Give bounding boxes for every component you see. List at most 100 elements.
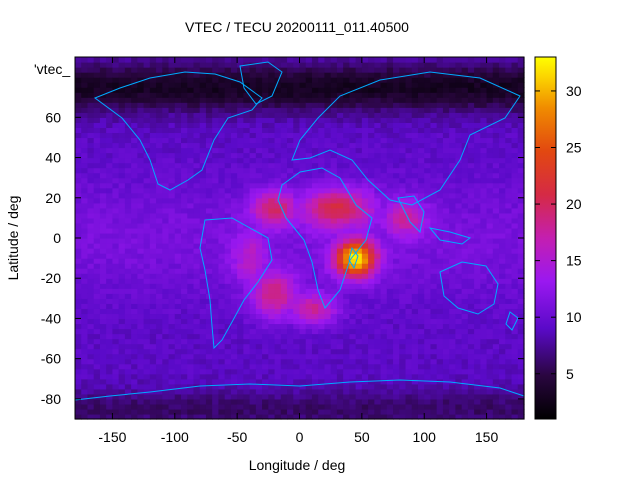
heatmap-cell	[174, 172, 182, 179]
heatmap-cell	[368, 408, 375, 415]
heatmap-cell	[349, 87, 357, 93]
heatmap-cell	[461, 398, 469, 405]
heatmap-cell	[436, 217, 444, 224]
heatmap-cell	[424, 82, 432, 88]
heatmap-cell	[124, 348, 132, 355]
heatmap-cell	[268, 348, 276, 355]
heatmap-cell	[118, 97, 126, 103]
heatmap-cell	[174, 318, 182, 325]
heatmap-cell	[218, 72, 226, 78]
heatmap-cell	[118, 253, 126, 259]
heatmap-cell	[112, 82, 120, 88]
heatmap-cell	[411, 358, 419, 365]
heatmap-cell	[492, 122, 500, 128]
heatmap-cell	[106, 368, 114, 375]
heatmap-cell	[199, 122, 207, 128]
heatmap-cell	[237, 212, 244, 219]
heatmap-cell	[461, 192, 469, 199]
heatmap-cell	[399, 368, 407, 375]
heatmap-cell	[131, 207, 138, 214]
heatmap-cell	[137, 122, 145, 128]
heatmap-cell	[311, 298, 319, 304]
heatmap-cell	[336, 393, 344, 400]
heatmap-cell	[355, 338, 363, 345]
heatmap-cell	[293, 177, 301, 184]
heatmap-cell	[461, 172, 469, 179]
heatmap-cell	[486, 328, 494, 335]
heatmap-cell	[293, 202, 301, 209]
heatmap-cell	[430, 238, 438, 244]
heatmap-cell	[442, 393, 450, 400]
heatmap-cell	[368, 187, 375, 194]
heatmap-cell	[355, 192, 363, 199]
heatmap-cell	[81, 142, 89, 149]
heatmap-cell	[461, 238, 469, 244]
heatmap-cell	[492, 197, 500, 204]
heatmap-cell	[436, 97, 444, 103]
heatmap-cell	[262, 172, 269, 179]
heatmap-cell	[224, 308, 232, 315]
heatmap-cell	[393, 77, 400, 83]
heatmap-cell	[349, 202, 357, 209]
heatmap-cell	[274, 383, 282, 390]
heatmap-cell	[492, 132, 500, 139]
heatmap-cell	[181, 117, 188, 123]
heatmap-cell	[81, 147, 89, 154]
heatmap-cell	[393, 67, 400, 73]
heatmap-cell	[237, 313, 244, 320]
heatmap-cell	[455, 132, 463, 139]
heatmap-cell	[106, 207, 114, 214]
heatmap-cell	[405, 343, 413, 350]
heatmap-cell	[212, 167, 220, 174]
heatmap-cell	[255, 288, 263, 294]
heatmap-cell	[156, 273, 163, 279]
heatmap-cell	[156, 263, 163, 269]
heatmap-cell	[199, 283, 207, 289]
heatmap-cell	[287, 87, 294, 93]
heatmap-cell	[106, 72, 114, 78]
heatmap-cell	[156, 77, 163, 83]
heatmap-cell	[480, 87, 488, 93]
heatmap-cell	[442, 207, 450, 214]
heatmap-cell	[149, 112, 157, 118]
heatmap-cell	[411, 152, 419, 159]
heatmap-cell	[280, 343, 288, 350]
heatmap-cell	[181, 248, 188, 254]
heatmap-cell	[368, 263, 375, 269]
heatmap-cell	[162, 253, 170, 259]
heatmap-cell	[305, 87, 313, 93]
heatmap-cell	[75, 177, 82, 184]
heatmap-cell	[268, 243, 276, 249]
heatmap-cell	[143, 62, 151, 68]
heatmap-cell	[255, 77, 263, 83]
heatmap-cell	[405, 117, 413, 123]
heatmap-cell	[355, 92, 363, 98]
heatmap-cell	[118, 343, 126, 350]
heatmap-cell	[311, 82, 319, 88]
heatmap-cell	[417, 343, 425, 350]
heatmap-cell	[255, 303, 263, 309]
heatmap-cell	[330, 383, 338, 390]
heatmap-cell	[93, 363, 101, 370]
heatmap-cell	[249, 333, 257, 340]
heatmap-cell	[118, 268, 126, 274]
heatmap-cell	[181, 222, 188, 229]
heatmap-cell	[262, 258, 269, 264]
heatmap-cell	[411, 92, 419, 98]
heatmap-cell	[449, 318, 457, 325]
heatmap-cell	[449, 87, 457, 93]
heatmap-cell	[343, 137, 350, 144]
heatmap-cell	[492, 172, 500, 179]
heatmap-cell	[361, 147, 369, 154]
heatmap-cell	[93, 403, 101, 410]
heatmap-cell	[480, 147, 488, 154]
heatmap-cell	[224, 192, 232, 199]
heatmap-cell	[430, 343, 438, 350]
heatmap-cell	[255, 117, 263, 123]
heatmap-cell	[318, 263, 326, 269]
heatmap-cell	[93, 137, 101, 144]
heatmap-cell	[299, 353, 307, 360]
heatmap-cell	[486, 263, 494, 269]
heatmap-cell	[474, 82, 481, 88]
heatmap-cell	[112, 222, 120, 229]
